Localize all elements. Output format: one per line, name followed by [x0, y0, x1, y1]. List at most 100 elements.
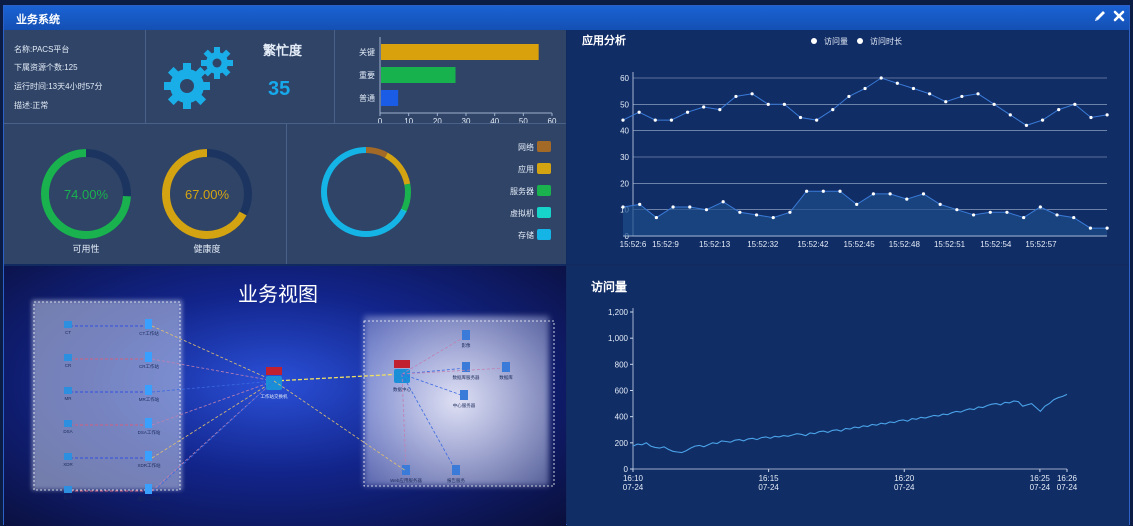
x-tick-label: 15:52:57 — [1025, 240, 1057, 249]
server-label: 数据库服务器 — [453, 374, 480, 381]
right-group-border — [363, 320, 555, 487]
close-icon[interactable] — [1112, 9, 1128, 25]
node-label: CR — [65, 363, 72, 368]
series-point — [766, 102, 770, 106]
series-point — [1073, 102, 1077, 106]
x-tick-label: 20 — [433, 117, 442, 123]
series-point — [782, 102, 786, 106]
x-tick-date: 07-24 — [1030, 483, 1051, 492]
x-tick-label: 10 — [404, 117, 413, 123]
donut-legend-label: 虚拟机 — [510, 208, 534, 218]
series-point — [1105, 113, 1109, 117]
series-point — [928, 92, 932, 96]
x-tick-label: 40 — [490, 117, 499, 123]
x-tick-time: 16:25 — [1030, 474, 1051, 483]
y-tick-label: 1,200 — [608, 308, 629, 317]
y-tick-label: 60 — [620, 74, 629, 83]
legend-marker — [811, 38, 817, 44]
series-point — [921, 192, 926, 196]
series-point — [1105, 226, 1109, 230]
series-point — [734, 94, 738, 99]
series-point — [805, 189, 809, 193]
x-tick-date: 07-24 — [894, 483, 915, 492]
donut-legend-label: 网络 — [518, 142, 534, 152]
link-line — [151, 358, 275, 382]
series-point — [960, 94, 964, 99]
series-point — [654, 215, 658, 220]
priority-bar — [381, 67, 456, 83]
x-tick-date: 07-24 — [1057, 483, 1078, 492]
node-device-icon — [64, 387, 72, 394]
link-line — [151, 325, 275, 382]
series-point — [621, 205, 625, 209]
gauge-value-text: 74.00% — [64, 187, 109, 202]
series-point — [653, 118, 657, 122]
link-line — [151, 380, 275, 426]
series-point — [685, 110, 690, 114]
server-label: Web应用服务器 — [390, 477, 422, 484]
series-line — [622, 190, 1108, 229]
info-resources: 下属资源个数:125 — [14, 63, 78, 72]
donut-legend-swatch — [537, 207, 551, 218]
series-point — [1089, 115, 1093, 120]
donut-slice — [321, 147, 411, 237]
right-node-area — [364, 316, 549, 486]
series-point — [1057, 108, 1061, 112]
series-point — [702, 105, 706, 109]
series-point — [976, 92, 980, 96]
series-point — [688, 205, 692, 209]
node-label: CT — [65, 330, 71, 335]
series-point — [1072, 215, 1076, 220]
donut-legend-swatch — [537, 229, 551, 240]
busy-label: 繁忙度 — [263, 43, 303, 58]
divider — [286, 124, 287, 264]
y-tick-label: 50 — [620, 100, 629, 109]
gauge-label: 健康度 — [193, 243, 220, 254]
app-analysis-line-chart: 010203040506015:52:615:52:915:52:1315:52… — [620, 36, 1109, 249]
series-line — [622, 77, 1108, 126]
series-point — [988, 210, 992, 214]
x-tick-time: 16:20 — [894, 474, 915, 483]
series-area — [623, 191, 1108, 236]
x-tick-label: 60 — [548, 117, 557, 123]
series-point — [992, 102, 996, 106]
x-tick-label: 15:52:32 — [747, 240, 779, 249]
series-point — [798, 115, 803, 120]
link-line — [273, 380, 407, 472]
series-point — [1022, 215, 1026, 220]
pencil-icon[interactable] — [1093, 9, 1109, 25]
workstation-label: XDR工作站 — [137, 462, 161, 469]
series-point — [938, 202, 942, 206]
series-point — [704, 208, 709, 212]
series-point — [847, 94, 851, 99]
gears-icon — [164, 47, 233, 109]
series-point — [718, 108, 722, 112]
server-label: 影像 — [462, 342, 471, 349]
series-point — [955, 208, 959, 212]
busy-value: 35 — [268, 78, 291, 100]
x-tick-label: 15:52:54 — [980, 240, 1012, 249]
series-point — [838, 189, 842, 193]
business-system-window: 业务系统 名称:PACS平台 下属资源个数:125 运行时间:13天4小时57分… — [3, 5, 1130, 526]
link-line — [153, 380, 275, 492]
x-tick-time: 16:10 — [623, 474, 644, 483]
workstation-icon — [145, 418, 152, 428]
window-titlebar: 业务系统 — [4, 6, 1129, 30]
hub-label: 工作站交换机 — [261, 393, 288, 400]
firewall-icon — [266, 367, 282, 375]
visits-line — [632, 393, 1068, 454]
server-icon — [462, 330, 470, 340]
legend-marker — [857, 38, 863, 44]
series-point — [671, 205, 675, 209]
y-tick-label: 400 — [615, 413, 629, 422]
link-line — [401, 367, 467, 375]
series-point — [637, 110, 641, 114]
y-tick-label: 0 — [624, 465, 629, 474]
series-point — [721, 200, 725, 204]
series-point — [895, 81, 899, 85]
priority-bar — [381, 44, 539, 60]
server-icon — [502, 362, 510, 372]
series-point — [971, 213, 976, 217]
workstation-icon — [145, 319, 152, 329]
node-device-icon — [64, 354, 72, 361]
